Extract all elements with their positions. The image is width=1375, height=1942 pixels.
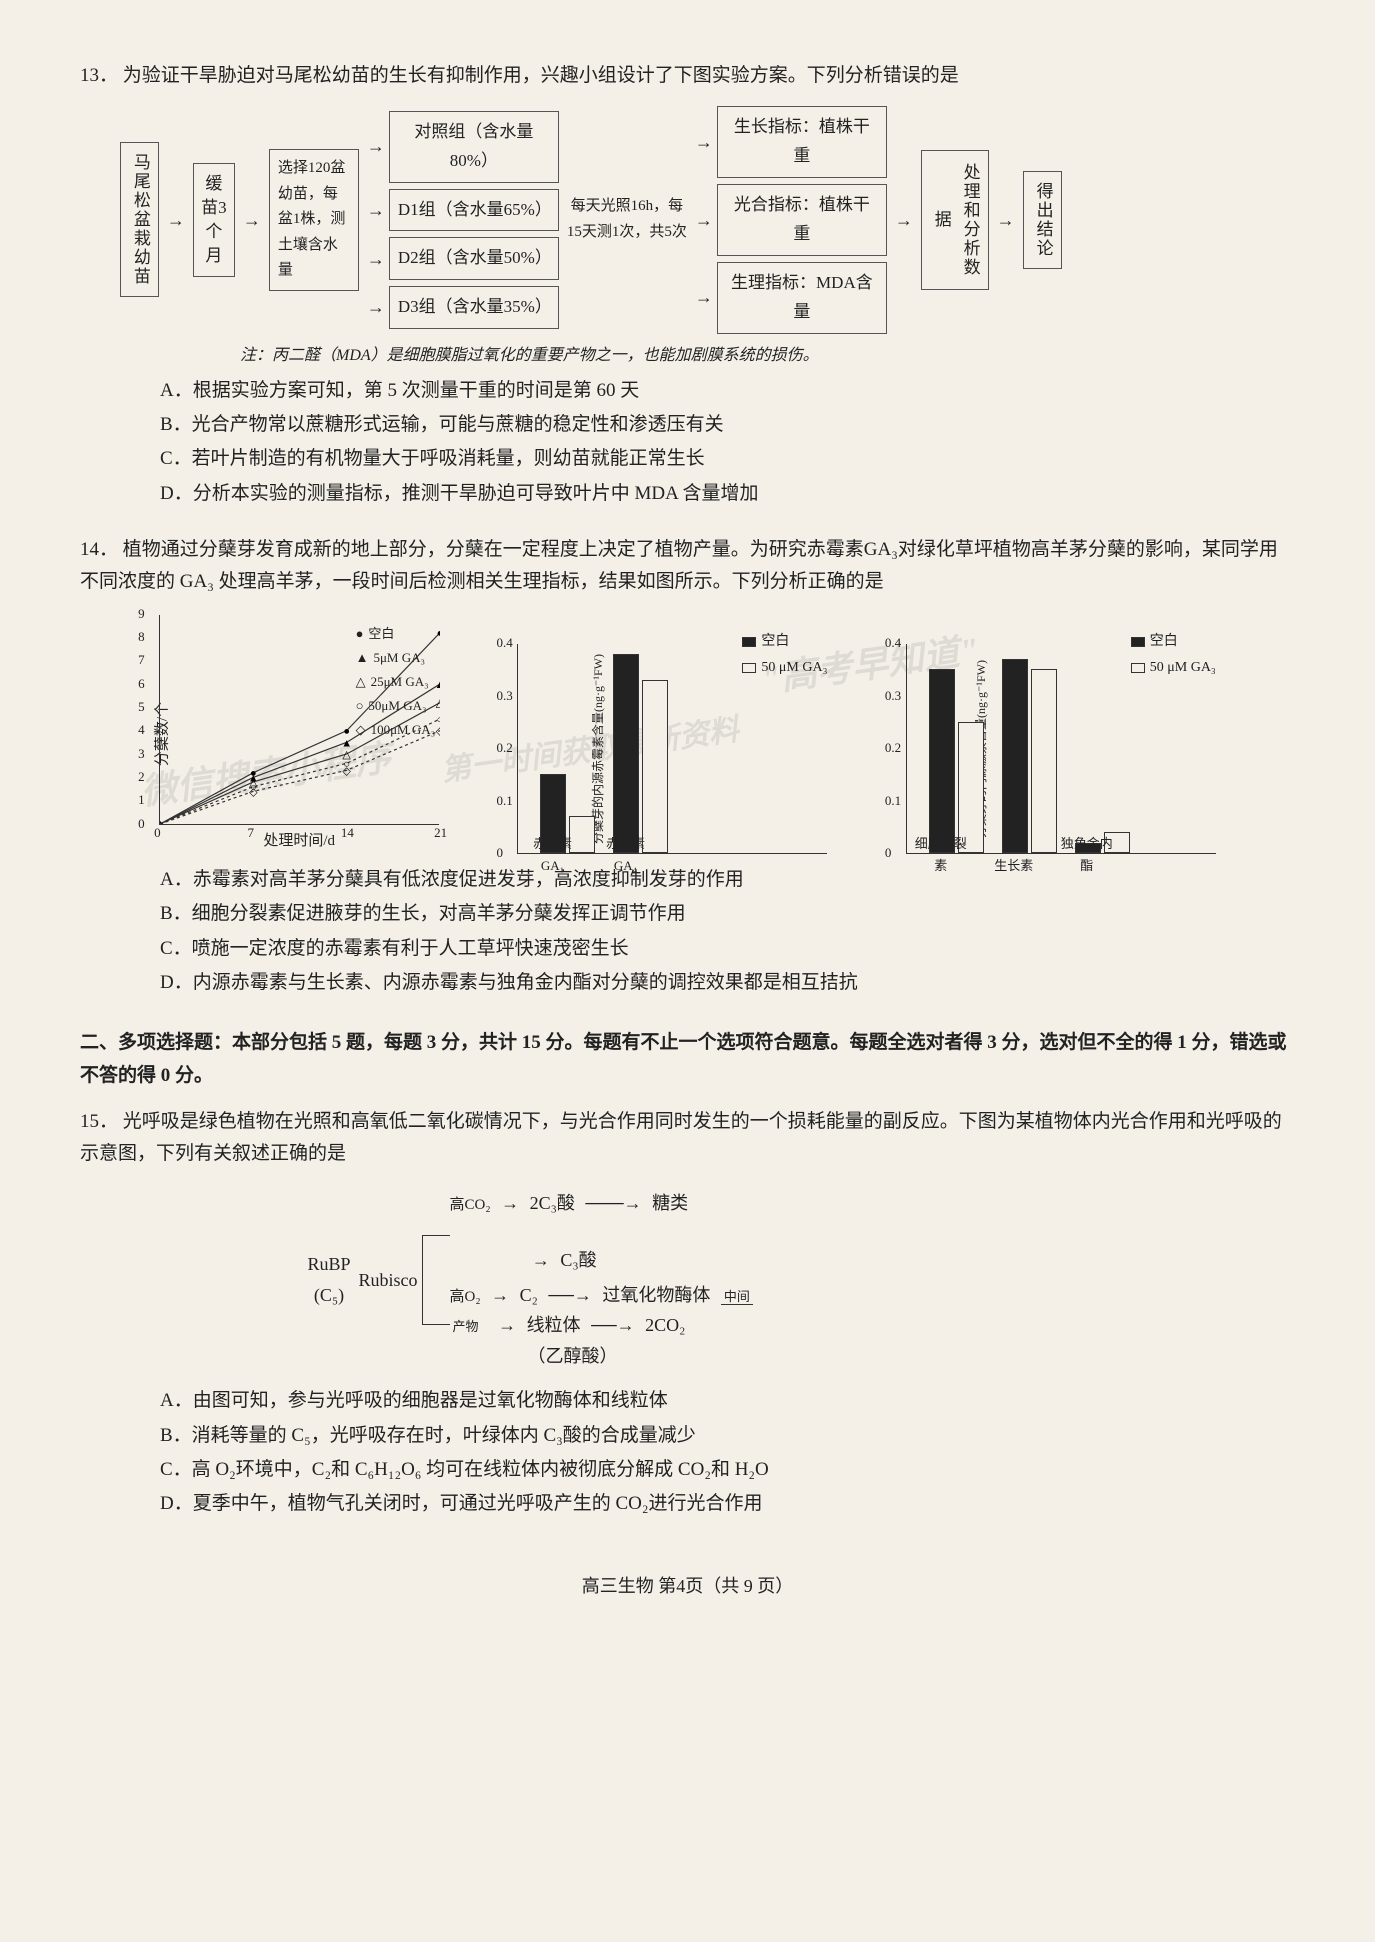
section-2-header: 二、多项选择题：本部分包括 5 题，每题 3 分，共计 15 分。每题有不止一个… — [80, 1027, 1295, 1092]
q13-note: 注：丙二醛（MDA）是细胞膜脂过氧化的重要产物之一，也能加剧膜系统的损伤。 — [240, 342, 1295, 369]
chem-label: 线粒体 — [527, 1315, 581, 1335]
svg-text:◇: ◇ — [160, 819, 165, 824]
option-c: C．高 O₂环境中，C₂和 C₆H₁₂O₆ 均可在线粒体内被彻底分解成 CO₂和… — [160, 1454, 1295, 1486]
q13-options: A．根据实验方案可知，第 5 次测量干重的时间是第 60 天 B．光合产物常以蔗… — [160, 375, 1295, 510]
chem-rubisco: Rubisco — [359, 1188, 422, 1371]
flow-select: 选择120盆幼苗，每盆1株，测土壤含水量 — [269, 149, 359, 291]
arrow-icon: → — [367, 292, 385, 323]
q13-number: 13． — [80, 65, 118, 86]
option-a: A．赤霉素对高羊茅分蘖具有低浓度促进发芽，高浓度抑制发芽的作用 — [160, 864, 1295, 896]
q14-number: 14． — [80, 539, 118, 560]
page-footer: 高三生物 第4页（共 9 页） — [80, 1571, 1295, 1602]
option-b: B．光合产物常以蔗糖形式运输，可能与蔗糖的稳定性和渗透压有关 — [160, 409, 1295, 441]
flow-indicators: →生长指标：植株干重 →光合指标：植株干重 →生理指标：MDA含量 — [695, 106, 887, 333]
chem-label: 高O₂ — [450, 1289, 481, 1305]
q15-options: A．由图可知，参与光呼吸的细胞器是过氧化物酶体和线粒体 B．消耗等量的 C₅，光… — [160, 1385, 1295, 1520]
q15-pathway: RuBP (C₅) Rubisco 高CO₂ → 2C₃酸 ───→ 糖类 高O… — [308, 1188, 1068, 1371]
arrow-icon: → — [367, 195, 385, 226]
q15-stem: 光呼吸是绿色植物在光照和高氧低二氧化碳情况下，与光合作用同时发生的一个损耗能量的… — [80, 1111, 1282, 1164]
arrow-icon: → — [495, 1193, 525, 1213]
option-b: B．消耗等量的 C₅，光呼吸存在时，叶绿体内 C₃酸的合成量减少 — [160, 1420, 1295, 1452]
arrow-icon: ───→ — [579, 1193, 647, 1213]
line-legend: ●空白▲5μM GA₃△25μM GA₃○50μM GA₃◇100μM GA₃ — [356, 623, 436, 743]
chem-label: 过氧化物酶体 — [602, 1285, 710, 1305]
option-d: D．分析本实验的测量指标，推测干旱胁迫可导致叶片中 MDA 含量增加 — [160, 478, 1295, 510]
group-box: 对照组（含水量80%） — [389, 111, 559, 183]
q13-stem: 为验证干旱胁迫对马尾松幼苗的生长有抑制作用，兴趣小组设计了下图实验方案。下列分析… — [123, 65, 959, 86]
chem-label: 2CO₂ — [645, 1315, 685, 1335]
arrow-icon: → — [695, 127, 713, 158]
flow-source: 马尾松盆栽幼苗 — [120, 142, 159, 297]
group-box: D3组（含水量35%） — [389, 286, 559, 329]
arrow-icon: ──→ — [542, 1285, 598, 1305]
flow-groups: →对照组（含水量80%） →D1组（含水量65%） →D2组（含水量50%） →… — [367, 111, 559, 329]
chem-label: 高CO₂ — [450, 1197, 491, 1213]
q13-flowchart: 马尾松盆栽幼苗 → 缓苗3个月 → 选择120盆幼苗，每盆1株，测土壤含水量 →… — [120, 106, 1255, 333]
bar-chart-1: 分蘖芽的内源赤霉素含量(ng·g⁻¹FW) 空白 50 μM GA₃ 00.10… — [517, 644, 827, 854]
arrow-icon: → — [485, 1285, 515, 1305]
x-axis-label: 处理时间/d — [159, 829, 439, 855]
arrow-icon: → — [367, 131, 385, 162]
question-15: 15． 光呼吸是绿色植物在光照和高氧低二氧化碳情况下，与光合作用同时发生的一个损… — [80, 1106, 1295, 1521]
svg-text:◇: ◇ — [343, 765, 352, 777]
arrow-icon: → — [526, 1250, 556, 1270]
arrow-icon: → — [243, 205, 261, 236]
flow-process: 处理和分析数据 — [921, 150, 989, 290]
chem-label: C₃酸 — [560, 1250, 596, 1270]
arrow-icon: → — [367, 244, 385, 275]
svg-text:●: ● — [343, 725, 350, 737]
bar-chart-area: 00.10.20.30.4细胞分裂素生长素独角金内酯 — [906, 644, 1216, 854]
line-chart-area: ●●●●▲▲▲▲△△△△○○○○◇◇◇◇ ●空白▲5μM GA₃△25μM GA… — [159, 615, 439, 825]
option-c: C．喷施一定浓度的赤霉素有利于人工草坪快速茂密生长 — [160, 933, 1295, 965]
question-13: 13． 为验证干旱胁迫对马尾松幼苗的生长有抑制作用，兴趣小组设计了下图实验方案。… — [80, 60, 1295, 510]
indicator-box: 光合指标：植株干重 — [717, 184, 887, 256]
option-a: A．由图可知，参与光呼吸的细胞器是过氧化物酶体和线粒体 — [160, 1385, 1295, 1417]
flow-output: 得出结论 — [1023, 171, 1062, 269]
option-d: D．夏季中午，植物气孔关闭时，可通过光呼吸产生的 CO₂进行光合作用 — [160, 1488, 1295, 1520]
arrow-icon: → — [695, 205, 713, 236]
option-d: D．内源赤霉素与生长素、内源赤霉素与独角金内酯对分蘖的调控效果都是相互拮抗 — [160, 967, 1295, 999]
group-box: D1组（含水量65%） — [389, 189, 559, 232]
q14-options: A．赤霉素对高羊茅分蘖具有低浓度促进发芽，高浓度抑制发芽的作用 B．细胞分裂素促… — [160, 864, 1295, 999]
option-b: B．细胞分裂素促进腋芽的生长，对高羊茅分蘖发挥正调节作用 — [160, 898, 1295, 930]
svg-text:◇: ◇ — [436, 725, 440, 737]
group-box: D2组（含水量50%） — [389, 237, 559, 280]
q15-number: 15． — [80, 1111, 118, 1132]
chem-label: 糖类 — [652, 1193, 688, 1213]
chem-label: （乙醇酸） — [528, 1341, 753, 1372]
svg-text:○: ○ — [437, 714, 440, 726]
arrow-icon: → — [997, 205, 1015, 236]
indicator-box: 生长指标：植株干重 — [717, 106, 887, 178]
svg-text:●: ● — [437, 627, 440, 639]
arrow-icon: → — [492, 1315, 522, 1335]
svg-text:▲: ▲ — [435, 679, 440, 691]
flow-measure: 每天光照16h，每15天测1次，共5次 — [567, 194, 687, 245]
option-a: A．根据实验方案可知，第 5 次测量干重的时间是第 60 天 — [160, 375, 1295, 407]
chem-rubp: RuBP — [308, 1249, 351, 1280]
arrow-icon: ──→ — [585, 1315, 641, 1335]
flow-condition: 缓苗3个月 — [193, 163, 235, 276]
chem-c5: (C₅) — [308, 1280, 351, 1311]
bar-chart-area: 00.10.20.30.4赤霉素GA₁赤霉素GA₄ — [517, 644, 827, 854]
indicator-box: 生理指标：MDA含量 — [717, 262, 887, 334]
line-chart: 分蘖数/个 ●●●●▲▲▲▲△△△△○○○○◇◇◇◇ ●空白▲5μM GA₃△2… — [159, 615, 439, 855]
chem-label: 2C₃酸 — [530, 1193, 575, 1213]
arrow-icon: → — [895, 205, 913, 236]
question-14: 14． 植物通过分蘖芽发育成新的地上部分，分蘖在一定程度上决定了植物产量。为研究… — [80, 534, 1295, 999]
svg-text:▲: ▲ — [341, 737, 352, 749]
bar-chart-2: 分蘖芽的内源激素含量(ng·g⁻¹FW) 空白 50 μM GA₃ 00.10.… — [906, 644, 1216, 854]
q14-stem: 植物通过分蘖芽发育成新的地上部分，分蘖在一定程度上决定了植物产量。为研究赤霉素G… — [80, 539, 1278, 592]
option-c: C．若叶片制造的有机物量大于呼吸消耗量，则幼苗就能正常生长 — [160, 443, 1295, 475]
q14-charts: 微信搜索小程序 "高考早知道" 第一时间获取最新资料 分蘖数/个 ●●●●▲▲▲… — [120, 615, 1255, 855]
svg-text:◇: ◇ — [249, 786, 258, 798]
arrow-icon: → — [167, 205, 185, 236]
arrow-icon: → — [695, 282, 713, 313]
chem-label: C₂ — [520, 1285, 538, 1305]
svg-text:△: △ — [436, 697, 440, 709]
